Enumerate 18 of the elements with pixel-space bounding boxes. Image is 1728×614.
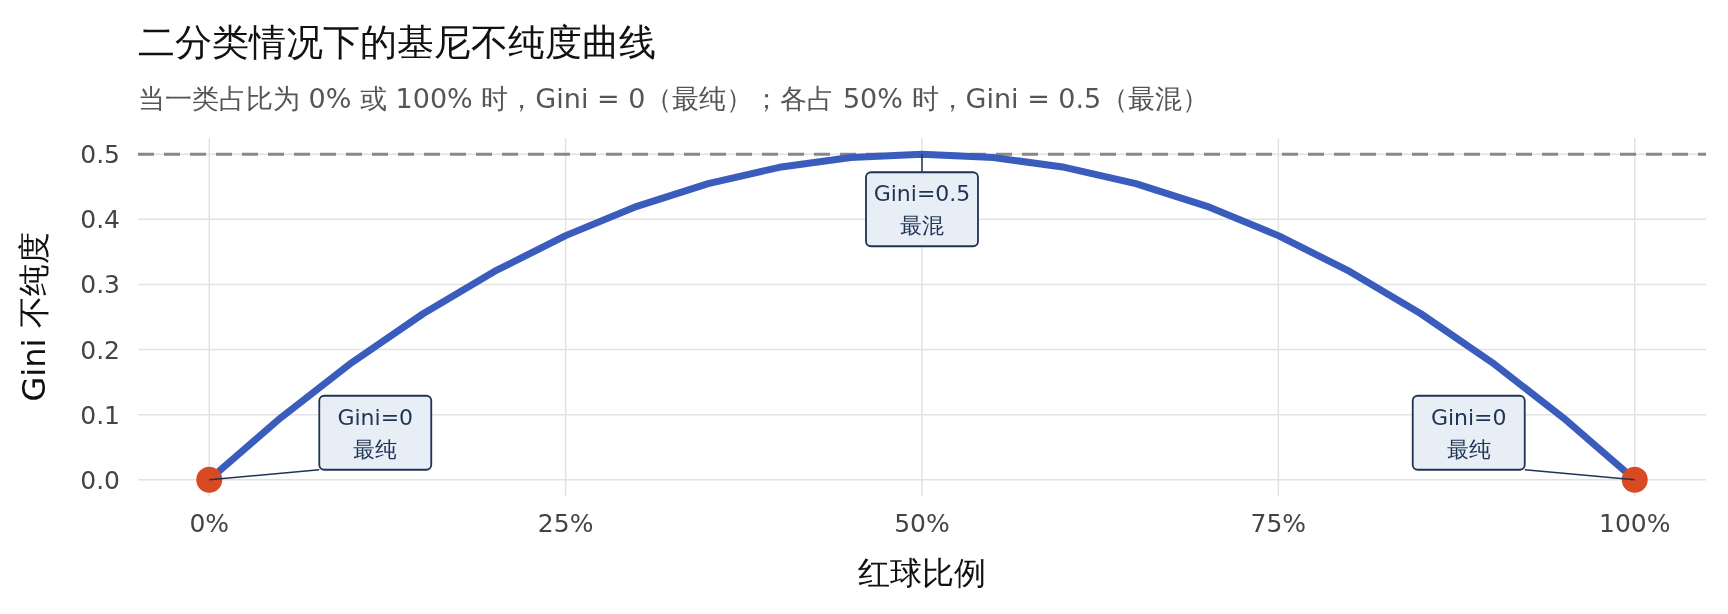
y-tick-label: 0.2 <box>80 335 120 365</box>
chart-title: 二分类情况下的基尼不纯度曲线 <box>138 21 656 64</box>
annotation: Gini=0.5 最混 <box>873 181 971 239</box>
y-tick-label: 0.0 <box>80 465 120 495</box>
x-tick-label: 100% <box>1598 509 1671 538</box>
annotation: Gini=0 最纯 <box>337 404 414 462</box>
y-axis-title: Gini 不纯度 <box>15 232 53 402</box>
x-tick-label: 25% <box>537 509 594 538</box>
chart-subtitle: 当一类占比为 0% 或 100% 时，Gini = 0（最纯）；各占 50% 时，Gini = 0.5（最混） <box>138 83 1210 114</box>
y-tick-label: 0.4 <box>80 205 120 235</box>
x-axis-title: 红球比例 <box>858 554 986 592</box>
y-tick-label: 0.3 <box>80 270 120 300</box>
x-tick-label: 50% <box>894 509 950 538</box>
y-tick-label: 0.5 <box>80 140 120 170</box>
y-tick-label: 0.1 <box>80 400 120 430</box>
x-tick-label: 75% <box>1250 509 1307 538</box>
annotation: Gini=0 最纯 <box>1430 404 1507 462</box>
x-tick-label: 0% <box>189 509 230 538</box>
